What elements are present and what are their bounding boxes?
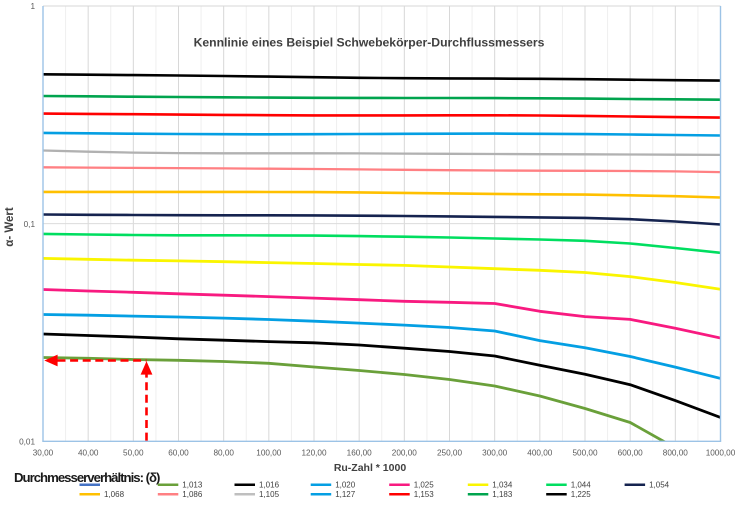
svg-text:1: 1 bbox=[30, 2, 35, 11]
svg-text:1,225: 1,225 bbox=[571, 490, 592, 499]
svg-text:1,025: 1,025 bbox=[414, 481, 435, 490]
svg-text:Kennlinie eines Beispiel Schwe: Kennlinie eines Beispiel Schwebekörper-D… bbox=[194, 36, 545, 50]
svg-text:600,00: 600,00 bbox=[618, 449, 643, 458]
svg-text:1,020: 1,020 bbox=[335, 481, 356, 490]
svg-text:200,00: 200,00 bbox=[392, 449, 417, 458]
svg-text:Ru-Zahl * 1000: Ru-Zahl * 1000 bbox=[334, 462, 407, 474]
svg-text:Durchmesserverhältnis: (δ): Durchmesserverhältnis: (δ) bbox=[14, 470, 160, 485]
svg-text:1,016: 1,016 bbox=[259, 481, 280, 490]
svg-text:1,068: 1,068 bbox=[104, 490, 125, 499]
svg-text:1000,00: 1000,00 bbox=[706, 449, 736, 458]
svg-text:1,153: 1,153 bbox=[414, 490, 435, 499]
svg-text:800,00: 800,00 bbox=[663, 449, 688, 458]
svg-text:250,00: 250,00 bbox=[437, 449, 462, 458]
svg-text:400,00: 400,00 bbox=[527, 449, 552, 458]
svg-text:120,00: 120,00 bbox=[301, 449, 326, 458]
svg-text:0,1: 0,1 bbox=[24, 220, 36, 229]
svg-text:300,00: 300,00 bbox=[482, 449, 507, 458]
svg-text:1,013: 1,013 bbox=[182, 481, 203, 490]
svg-text:100,00: 100,00 bbox=[256, 449, 281, 458]
svg-text:1,105: 1,105 bbox=[259, 490, 280, 499]
svg-text:80,00: 80,00 bbox=[213, 449, 234, 458]
svg-text:1,034: 1,034 bbox=[492, 481, 513, 490]
svg-text:50,00: 50,00 bbox=[123, 449, 144, 458]
svg-text:1,183: 1,183 bbox=[492, 490, 513, 499]
svg-text:0,01: 0,01 bbox=[19, 438, 35, 447]
svg-text:160,00: 160,00 bbox=[347, 449, 372, 458]
svg-text:1,127: 1,127 bbox=[335, 490, 356, 499]
svg-text:60,00: 60,00 bbox=[168, 449, 189, 458]
svg-text:1,086: 1,086 bbox=[182, 490, 203, 499]
svg-text:500,00: 500,00 bbox=[572, 449, 597, 458]
svg-text:1,044: 1,044 bbox=[571, 481, 592, 490]
svg-text:α- Wert: α- Wert bbox=[4, 207, 16, 247]
svg-text:40,00: 40,00 bbox=[78, 449, 99, 458]
svg-text:1,054: 1,054 bbox=[649, 481, 670, 490]
svg-text:30,00: 30,00 bbox=[33, 449, 54, 458]
